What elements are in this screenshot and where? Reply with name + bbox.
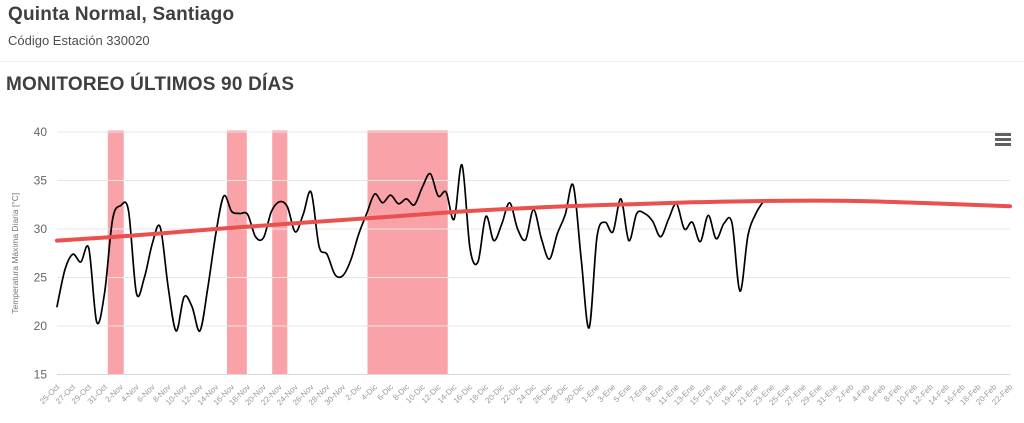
hamburger-menu-icon[interactable] <box>993 131 1013 148</box>
y-tick-label: 25 <box>34 271 48 285</box>
plot-band <box>272 130 288 375</box>
station-code: Código Estación 330020 <box>8 33 150 48</box>
y-tick-label: 20 <box>34 319 48 333</box>
x-tick-label: 2-Dic <box>344 383 364 403</box>
plot-band <box>226 130 247 375</box>
y-tick-label: 30 <box>34 222 48 236</box>
y-axis-title: Temperatura Máxima Diaria [°C] <box>10 193 20 314</box>
series-tendencia <box>55 198 1012 243</box>
header-divider <box>0 61 1024 62</box>
header: Quinta Normal, Santiago Código Estación … <box>8 4 234 48</box>
y-tick-label: 40 <box>34 125 48 139</box>
x-tick-label: 6-Dic <box>375 383 395 403</box>
series-observado <box>56 164 765 332</box>
y-tick-label: 35 <box>34 174 48 188</box>
page-title: Quinta Normal, Santiago <box>8 4 235 25</box>
x-tick-label: 4-Dic <box>360 383 380 403</box>
y-tick-label: 15 <box>34 368 48 382</box>
chart-section-title: MONITOREO ÚLTIMOS 90 DÍAS <box>6 74 295 95</box>
plot-band <box>367 130 448 375</box>
plot-band <box>107 130 124 375</box>
